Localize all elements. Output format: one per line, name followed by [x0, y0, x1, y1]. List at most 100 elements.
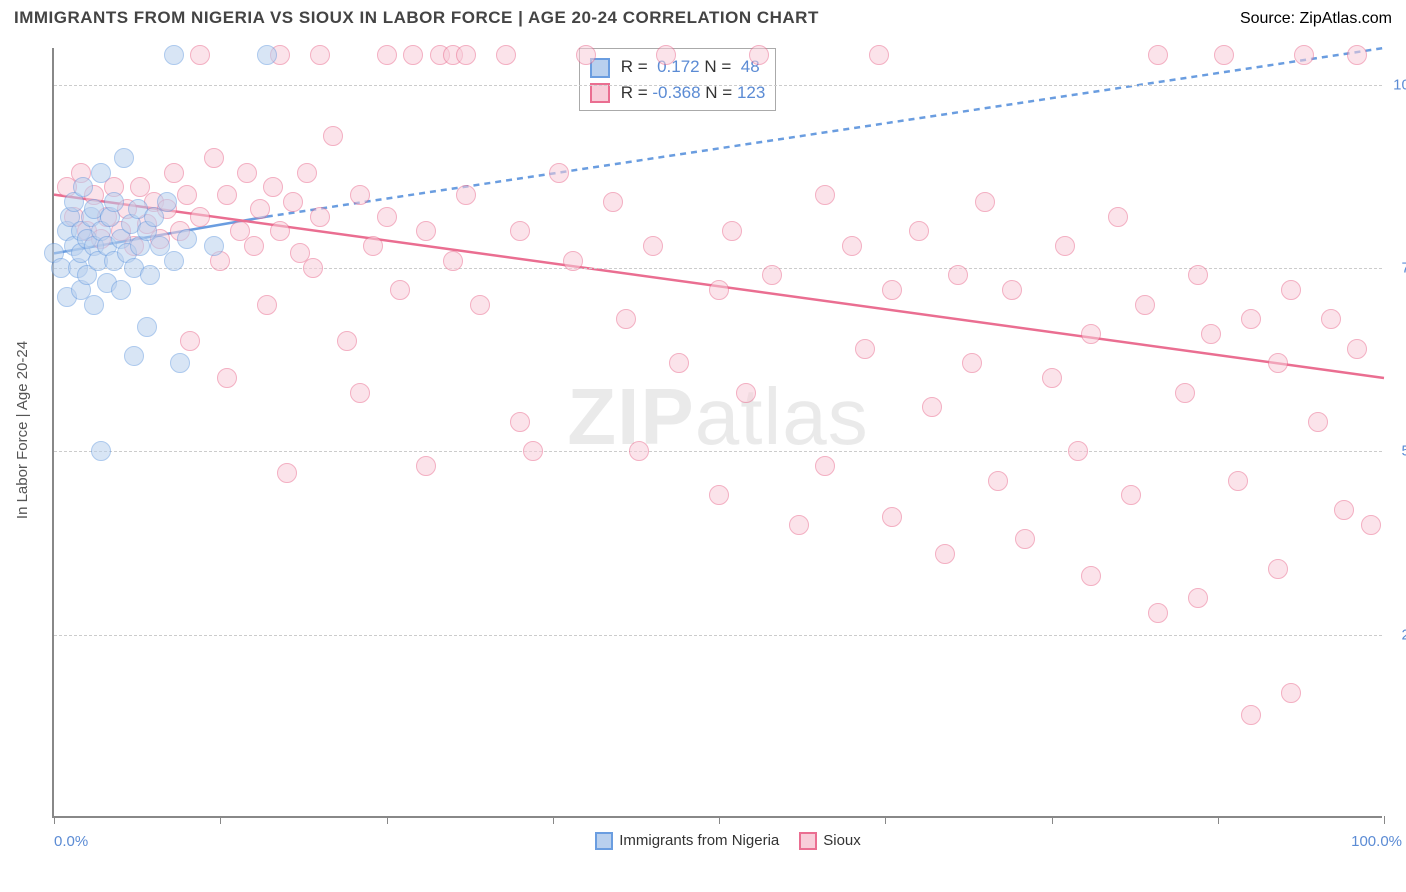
series-b-point	[975, 192, 995, 212]
series-b-point	[350, 185, 370, 205]
series-b-point	[935, 544, 955, 564]
x-tick	[1218, 816, 1219, 824]
series-b-point	[1002, 280, 1022, 300]
series-b-point	[1308, 412, 1328, 432]
x-tick	[719, 816, 720, 824]
y-axis-label: 50.0%	[1401, 443, 1406, 460]
series-b-point	[377, 45, 397, 65]
series-b-point	[416, 456, 436, 476]
series-b-point	[749, 45, 769, 65]
series-b-point	[1055, 236, 1075, 256]
x-tick	[885, 816, 886, 824]
series-a-point	[164, 45, 184, 65]
series-b-point	[277, 463, 297, 483]
series-a-point	[73, 177, 93, 197]
series-b-point	[1081, 324, 1101, 344]
series-b-point	[842, 236, 862, 256]
series-b-point	[377, 207, 397, 227]
series-b-point	[563, 251, 583, 271]
series-b-point	[1201, 324, 1221, 344]
series-b-point	[789, 515, 809, 535]
series-a-point	[157, 192, 177, 212]
series-b-point	[510, 412, 530, 432]
series-b-point	[1347, 339, 1367, 359]
series-b-point	[337, 331, 357, 351]
series-b-point	[177, 185, 197, 205]
y-axis-label: 100.0%	[1393, 76, 1406, 93]
x-tick	[387, 816, 388, 824]
series-b-point	[1268, 353, 1288, 373]
y-axis-title: In Labor Force | Age 20-24	[14, 341, 31, 519]
series-b-point	[948, 265, 968, 285]
series-b-point	[270, 221, 290, 241]
series-a-point	[140, 265, 160, 285]
series-a-point	[111, 280, 131, 300]
series-b-point	[363, 236, 383, 256]
series-b-point	[1108, 207, 1128, 227]
y-axis-label: 25.0%	[1401, 626, 1406, 643]
series-b-point	[456, 45, 476, 65]
x-axis-label-right: 100.0%	[1351, 833, 1402, 850]
series-b-point	[470, 295, 490, 315]
series-legend: Immigrants from NigeriaSioux	[54, 832, 1382, 850]
series-b-point	[1148, 45, 1168, 65]
x-axis-label-left: 0.0%	[54, 833, 88, 850]
series-b-point	[237, 163, 257, 183]
series-b-point	[762, 265, 782, 285]
legend-label: Sioux	[823, 832, 861, 849]
series-b-point	[1228, 471, 1248, 491]
series-b-point	[882, 507, 902, 527]
series-b-point	[1361, 515, 1381, 535]
series-b-point	[988, 471, 1008, 491]
series-b-point	[1214, 45, 1234, 65]
legend-row: R = -0.368 N = 123	[590, 80, 765, 106]
series-b-point	[1347, 45, 1367, 65]
series-b-point	[297, 163, 317, 183]
x-tick	[553, 816, 554, 824]
x-tick	[220, 816, 221, 824]
correlation-legend: R = 0.172 N = 48 R = -0.368 N = 123	[579, 48, 776, 111]
x-tick	[1052, 816, 1053, 824]
series-b-point	[815, 456, 835, 476]
series-b-point	[416, 221, 436, 241]
series-b-point	[629, 441, 649, 461]
series-b-point	[736, 383, 756, 403]
series-b-point	[1241, 309, 1261, 329]
series-b-point	[1281, 683, 1301, 703]
series-b-point	[1241, 705, 1261, 725]
series-b-point	[303, 258, 323, 278]
x-tick	[1384, 816, 1385, 824]
series-b-point	[1015, 529, 1035, 549]
series-b-point	[496, 45, 516, 65]
series-a-point	[177, 229, 197, 249]
series-b-point	[882, 280, 902, 300]
series-b-point	[164, 163, 184, 183]
series-b-point	[283, 192, 303, 212]
series-b-point	[217, 185, 237, 205]
series-b-point	[1268, 559, 1288, 579]
series-b-point	[1148, 603, 1168, 623]
series-b-point	[869, 45, 889, 65]
series-b-point	[310, 207, 330, 227]
series-b-point	[656, 45, 676, 65]
series-b-point	[217, 368, 237, 388]
series-b-point	[643, 236, 663, 256]
series-b-point	[310, 45, 330, 65]
x-tick	[54, 816, 55, 824]
gridline	[54, 635, 1382, 636]
series-b-point	[180, 331, 200, 351]
series-a-point	[104, 192, 124, 212]
trend-lines	[54, 48, 1382, 816]
series-b-point	[523, 441, 543, 461]
source-label: Source: ZipAtlas.com	[1240, 10, 1392, 28]
series-b-point	[549, 163, 569, 183]
series-b-point	[1188, 588, 1208, 608]
series-b-point	[922, 397, 942, 417]
series-b-point	[1294, 45, 1314, 65]
series-a-point	[257, 45, 277, 65]
series-b-point	[909, 221, 929, 241]
series-b-point	[250, 199, 270, 219]
series-b-point	[510, 221, 530, 241]
chart-title: IMMIGRANTS FROM NIGERIA VS SIOUX IN LABO…	[14, 8, 819, 28]
series-a-point	[124, 346, 144, 366]
